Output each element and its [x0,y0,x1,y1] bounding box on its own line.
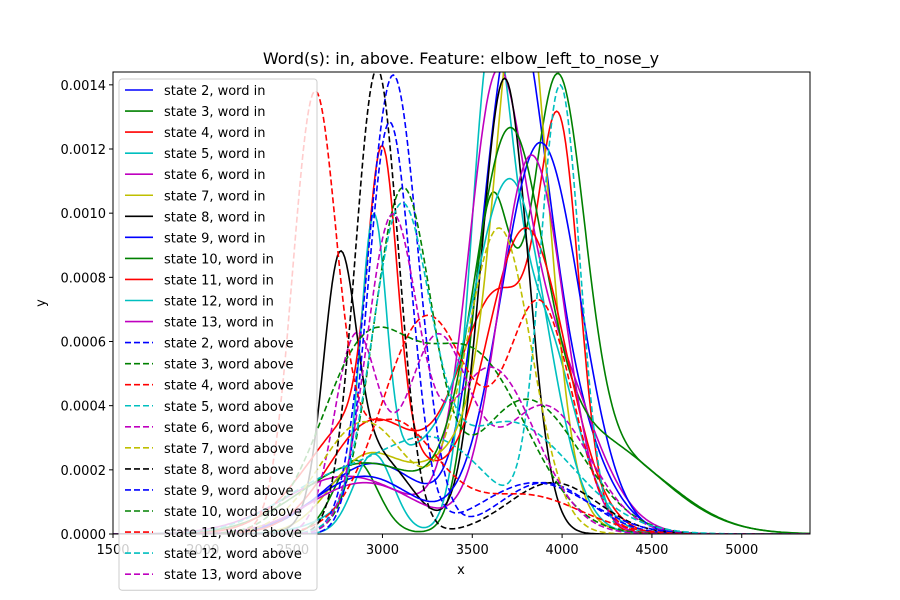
legend-label: state 8, word above [164,463,294,478]
series-line-19 [113,72,810,534]
series-line-21 [113,326,810,534]
y-tick-label: 0.0014 [61,79,107,94]
legend-label: state 6, word in [164,168,266,183]
legend-label: state 9, word above [164,484,294,499]
legend-label: state 2, word above [164,337,294,352]
legend-label: state 4, word above [164,379,294,394]
legend-label: state 8, word in [164,210,266,225]
series-line-23 [113,201,810,534]
legend-label: state 3, word above [164,358,294,373]
y-axis: 0.0000 0.0002 0.0004 0.0006 0.0008 0.0010 0.00… [61,79,113,543]
legend-label: state 7, word in [164,189,266,204]
y-tick-label: 0.0010 [61,207,107,222]
x-tick-label: 5000 [725,543,758,558]
legend-label: state 11, word above [164,526,302,541]
series-line-2 [113,72,810,534]
legend-label: state 4, word in [164,126,266,141]
y-tick-label: 0.0000 [61,528,107,543]
y-tick-label: 0.0004 [61,400,107,415]
legend-label: state 6, word above [164,421,294,436]
legend-label: state 9, word in [164,231,266,246]
legend-label: state 11, word in [164,273,274,288]
series-line-15 [113,298,810,534]
chart-title: Word(s): in, above. Feature: elbow_left_… [263,49,659,69]
x-tick-label: 3000 [366,543,399,558]
legend-label: state 5, word above [164,400,294,415]
legend-label: state 12, word in [164,295,274,310]
x-tick-label: 4000 [546,543,579,558]
y-tick-label: 0.0002 [61,464,107,479]
legend-label: state 12, word above [164,547,302,562]
legend-label: state 5, word in [164,147,266,162]
legend-label: state 10, word above [164,505,302,520]
y-tick-label: 0.0012 [61,143,107,158]
legend-label: state 7, word above [164,442,294,457]
plot-frame [112,71,811,535]
x-tick-label: 4500 [635,543,668,558]
y-axis-label: y [34,299,49,307]
x-tick-label: 3500 [456,543,489,558]
series-line-7 [113,77,810,534]
legend: state 2, word in state 3, word in state 4,… [118,78,318,591]
legend-box [118,78,318,591]
series-line-16 [113,83,810,534]
legend-label: state 10, word in [164,252,274,267]
legend-label: state 13, word in [164,316,274,331]
y-tick-label: 0.0006 [61,336,107,351]
y-tick-label: 0.0008 [61,271,107,286]
legend-label: state 13, word above [164,568,302,583]
legend-label: state 3, word in [164,105,266,120]
legend-label: state 2, word in [164,84,266,99]
x-axis-label: x [457,563,465,578]
